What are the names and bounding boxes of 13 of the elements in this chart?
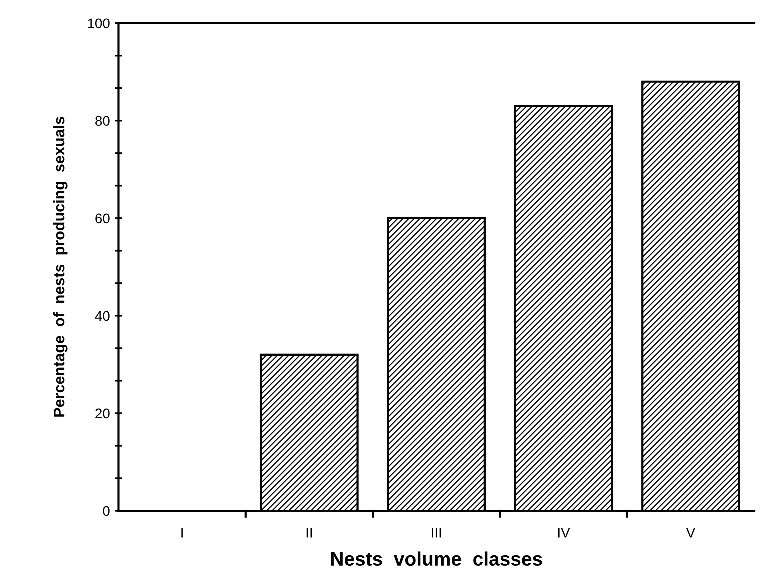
- x-tick-label: I: [182, 528, 183, 538]
- y-tick-label: 0: [103, 506, 110, 516]
- x-tick-label: V: [686, 528, 696, 538]
- x-tick-label: III: [432, 528, 442, 538]
- x-tick-label: IV: [558, 528, 570, 538]
- x-tick-label: II: [306, 528, 312, 538]
- y-tick-label: 100: [88, 18, 110, 29]
- x-axis-title: Nests volume classes: [331, 552, 542, 566]
- y-axis-title: Percentage of nests producing sexuals: [53, 117, 68, 417]
- y-tick-label: 20: [96, 408, 110, 419]
- y-tick-label: 60: [96, 214, 110, 224]
- y-tick-label: 40: [95, 311, 110, 322]
- y-tick-label: 80: [96, 116, 110, 126]
